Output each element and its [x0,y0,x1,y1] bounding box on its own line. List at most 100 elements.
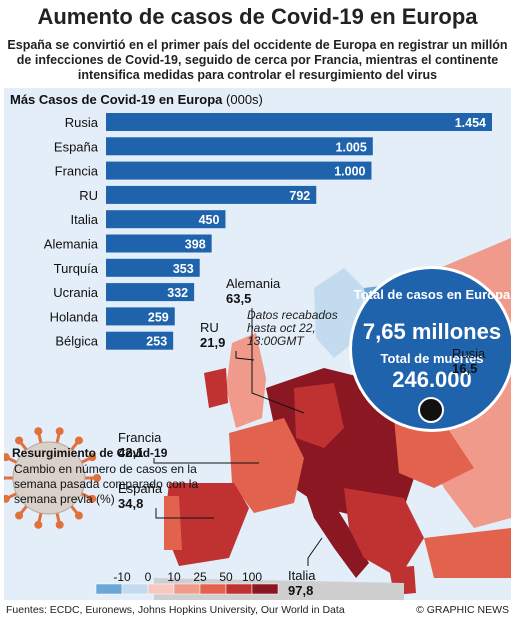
bar-value-label: 1.005 [336,140,367,154]
bar [106,234,212,253]
virus-spike-tip [93,474,101,482]
map-spain [164,483,249,566]
bar-category-label: Alemania [44,237,99,252]
map-north-africa [154,578,404,600]
virus-spike-tip [4,494,10,503]
map-label-value: 34,8 [118,496,144,511]
map-balkans [344,488,424,578]
bar [106,307,175,326]
legend-tick-label: 100 [242,570,262,584]
map-italy [304,488,369,578]
bar [106,161,372,180]
totals-circle: Total de casos en Europa 7,65 millones T… [349,266,511,432]
bar-value-label: 1.454 [455,116,486,130]
bar [106,210,226,229]
map-label-espana: España 34,8 [118,481,162,511]
bar-value-label: 1.000 [334,165,365,179]
total-deaths-label: Total de muertes [380,351,484,366]
bar-category-label: Italia [71,212,99,227]
bar [106,113,492,131]
map-label-value: 21,9 [200,335,226,350]
page-title: Aumento de casos de Covid-19 en Europa [37,4,478,29]
legend-swatch [121,583,149,595]
legend-tick-label: 25 [193,570,207,584]
map-label-francia: Francia 42,1 [118,430,161,460]
virus-spike-tip [4,475,5,481]
data-note: Datos recabados hasta oct 22, 13:00GMT [247,308,338,348]
bar-category-label: RU [79,188,98,203]
virus-spike-tip [55,427,64,436]
bar-value-label: 792 [289,189,310,203]
leader-lines [153,308,323,566]
legend-swatch [199,583,227,595]
map-label-value: 63,5 [226,291,252,306]
virus-spike-tip [55,520,64,529]
bar-chart: Rusia 1.454 España 1.005 Francia 1.000 RU 792 It… [44,113,492,350]
bar-value-label: 332 [167,286,188,300]
bar-value-label: 259 [148,310,169,324]
virus-body [12,441,86,515]
bar-value-label: 353 [173,262,194,276]
virus-spike-tip [15,511,24,520]
map-label-value: 16,5 [452,361,478,376]
locator-dot [418,397,444,423]
legend-tick-label: 50 [219,570,233,584]
bar [106,331,174,350]
legend-tick-label: 10 [167,570,181,584]
virus-spike-tip [74,511,83,520]
map-legend: -10 0 10 25 50 100 [95,570,279,595]
virus-spike-tip [4,453,10,462]
bar [106,185,317,204]
map-ireland [204,368,228,408]
bar-category-label: Francia [55,164,99,179]
virus-spike-tip [34,520,43,529]
legend-swatch [173,583,201,595]
bar-chart-unit: (000s) [226,92,263,107]
leader-line [153,458,259,464]
virus-spike-tip [74,436,83,445]
bar-category-label: Rusia [65,115,99,130]
map-label-ru: RU 21,9 [200,320,225,350]
map-label-name: RU [200,320,219,335]
bar [106,258,200,277]
bar-value-label: 450 [199,213,220,227]
map-title: Resurgimiento de Covid-19 [12,446,168,460]
map-label-name: Alemania [226,276,281,291]
map-label-name: Rusia [452,346,486,361]
virus-spike-tip [34,427,43,436]
total-cases-value: 7,65 millones [362,319,502,344]
leader-line [251,308,305,414]
footer-credit: © GRAPHIC NEWS [416,604,509,616]
virus-spike-tip [88,453,97,462]
map-label-italia: Italia 97,8 [288,568,315,598]
bar-chart-header: Más Casos de Covid-19 en Europa (000s) [10,92,263,107]
bar [106,137,373,156]
map-germany [294,383,344,448]
bar-category-label: Holanda [50,309,99,324]
bar-chart-title: Más Casos de Covid-19 en Europa [10,92,223,107]
legend-tick-label: 0 [145,570,152,584]
map-portugal [164,496,182,550]
map-description: Cambio en número de casos en la semana p… [14,462,199,506]
leader-line [307,537,323,566]
bar-value-label: 398 [185,238,206,252]
legend-tick-label: -10 [113,570,131,584]
total-deaths-value: 246.000 [392,367,472,392]
virus-illustration [4,427,101,529]
leader-line [155,508,214,519]
legend-swatch [225,583,253,595]
map-label-value: 97,8 [288,583,314,598]
page-subtitle: España se convirtió en el primer país de… [7,38,508,82]
bar-category-label: España [54,139,99,154]
total-cases-label: Total de casos en Europa [353,287,511,302]
bar-category-label: Ucrania [53,285,99,300]
bar-category-label: Bélgica [55,334,98,349]
legend-swatch [251,583,279,595]
legend-swatch [95,583,123,595]
bar-value-label: 253 [146,335,167,349]
map-label-name: España [118,481,163,496]
map-france [229,418,304,513]
footer-sources: Fuentes: ECDC, Euronews, Johns Hopkins U… [6,604,345,616]
virus-spike-tip [88,494,97,503]
